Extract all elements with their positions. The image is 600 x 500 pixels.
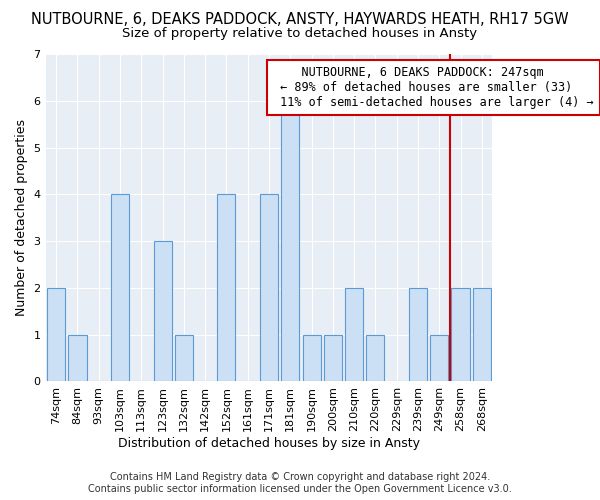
Bar (68, 334, 86, 382)
Bar (451, 288, 470, 382)
Text: NUTBOURNE, 6 DEAKS PADDOCK: 247sqm
 ← 89% of detached houses are smaller (33)
 1: NUTBOURNE, 6 DEAKS PADDOCK: 247sqm ← 89%… (273, 66, 594, 108)
Bar (47, 288, 65, 382)
Bar (175, 334, 193, 382)
Bar (345, 288, 363, 382)
X-axis label: Distribution of detached houses by size in Ansty: Distribution of detached houses by size … (118, 437, 420, 450)
Bar (324, 334, 342, 382)
Bar (281, 101, 299, 382)
Bar (154, 241, 172, 382)
Bar (217, 194, 235, 382)
Bar (409, 288, 427, 382)
Bar (111, 194, 129, 382)
Text: NUTBOURNE, 6, DEAKS PADDOCK, ANSTY, HAYWARDS HEATH, RH17 5GW: NUTBOURNE, 6, DEAKS PADDOCK, ANSTY, HAYW… (31, 12, 569, 28)
Text: Contains HM Land Registry data © Crown copyright and database right 2024.
Contai: Contains HM Land Registry data © Crown c… (88, 472, 512, 494)
Bar (260, 194, 278, 382)
Bar (430, 334, 448, 382)
Y-axis label: Number of detached properties: Number of detached properties (15, 119, 28, 316)
Text: Size of property relative to detached houses in Ansty: Size of property relative to detached ho… (122, 28, 478, 40)
Bar (302, 334, 320, 382)
Bar (473, 288, 491, 382)
Bar (367, 334, 385, 382)
